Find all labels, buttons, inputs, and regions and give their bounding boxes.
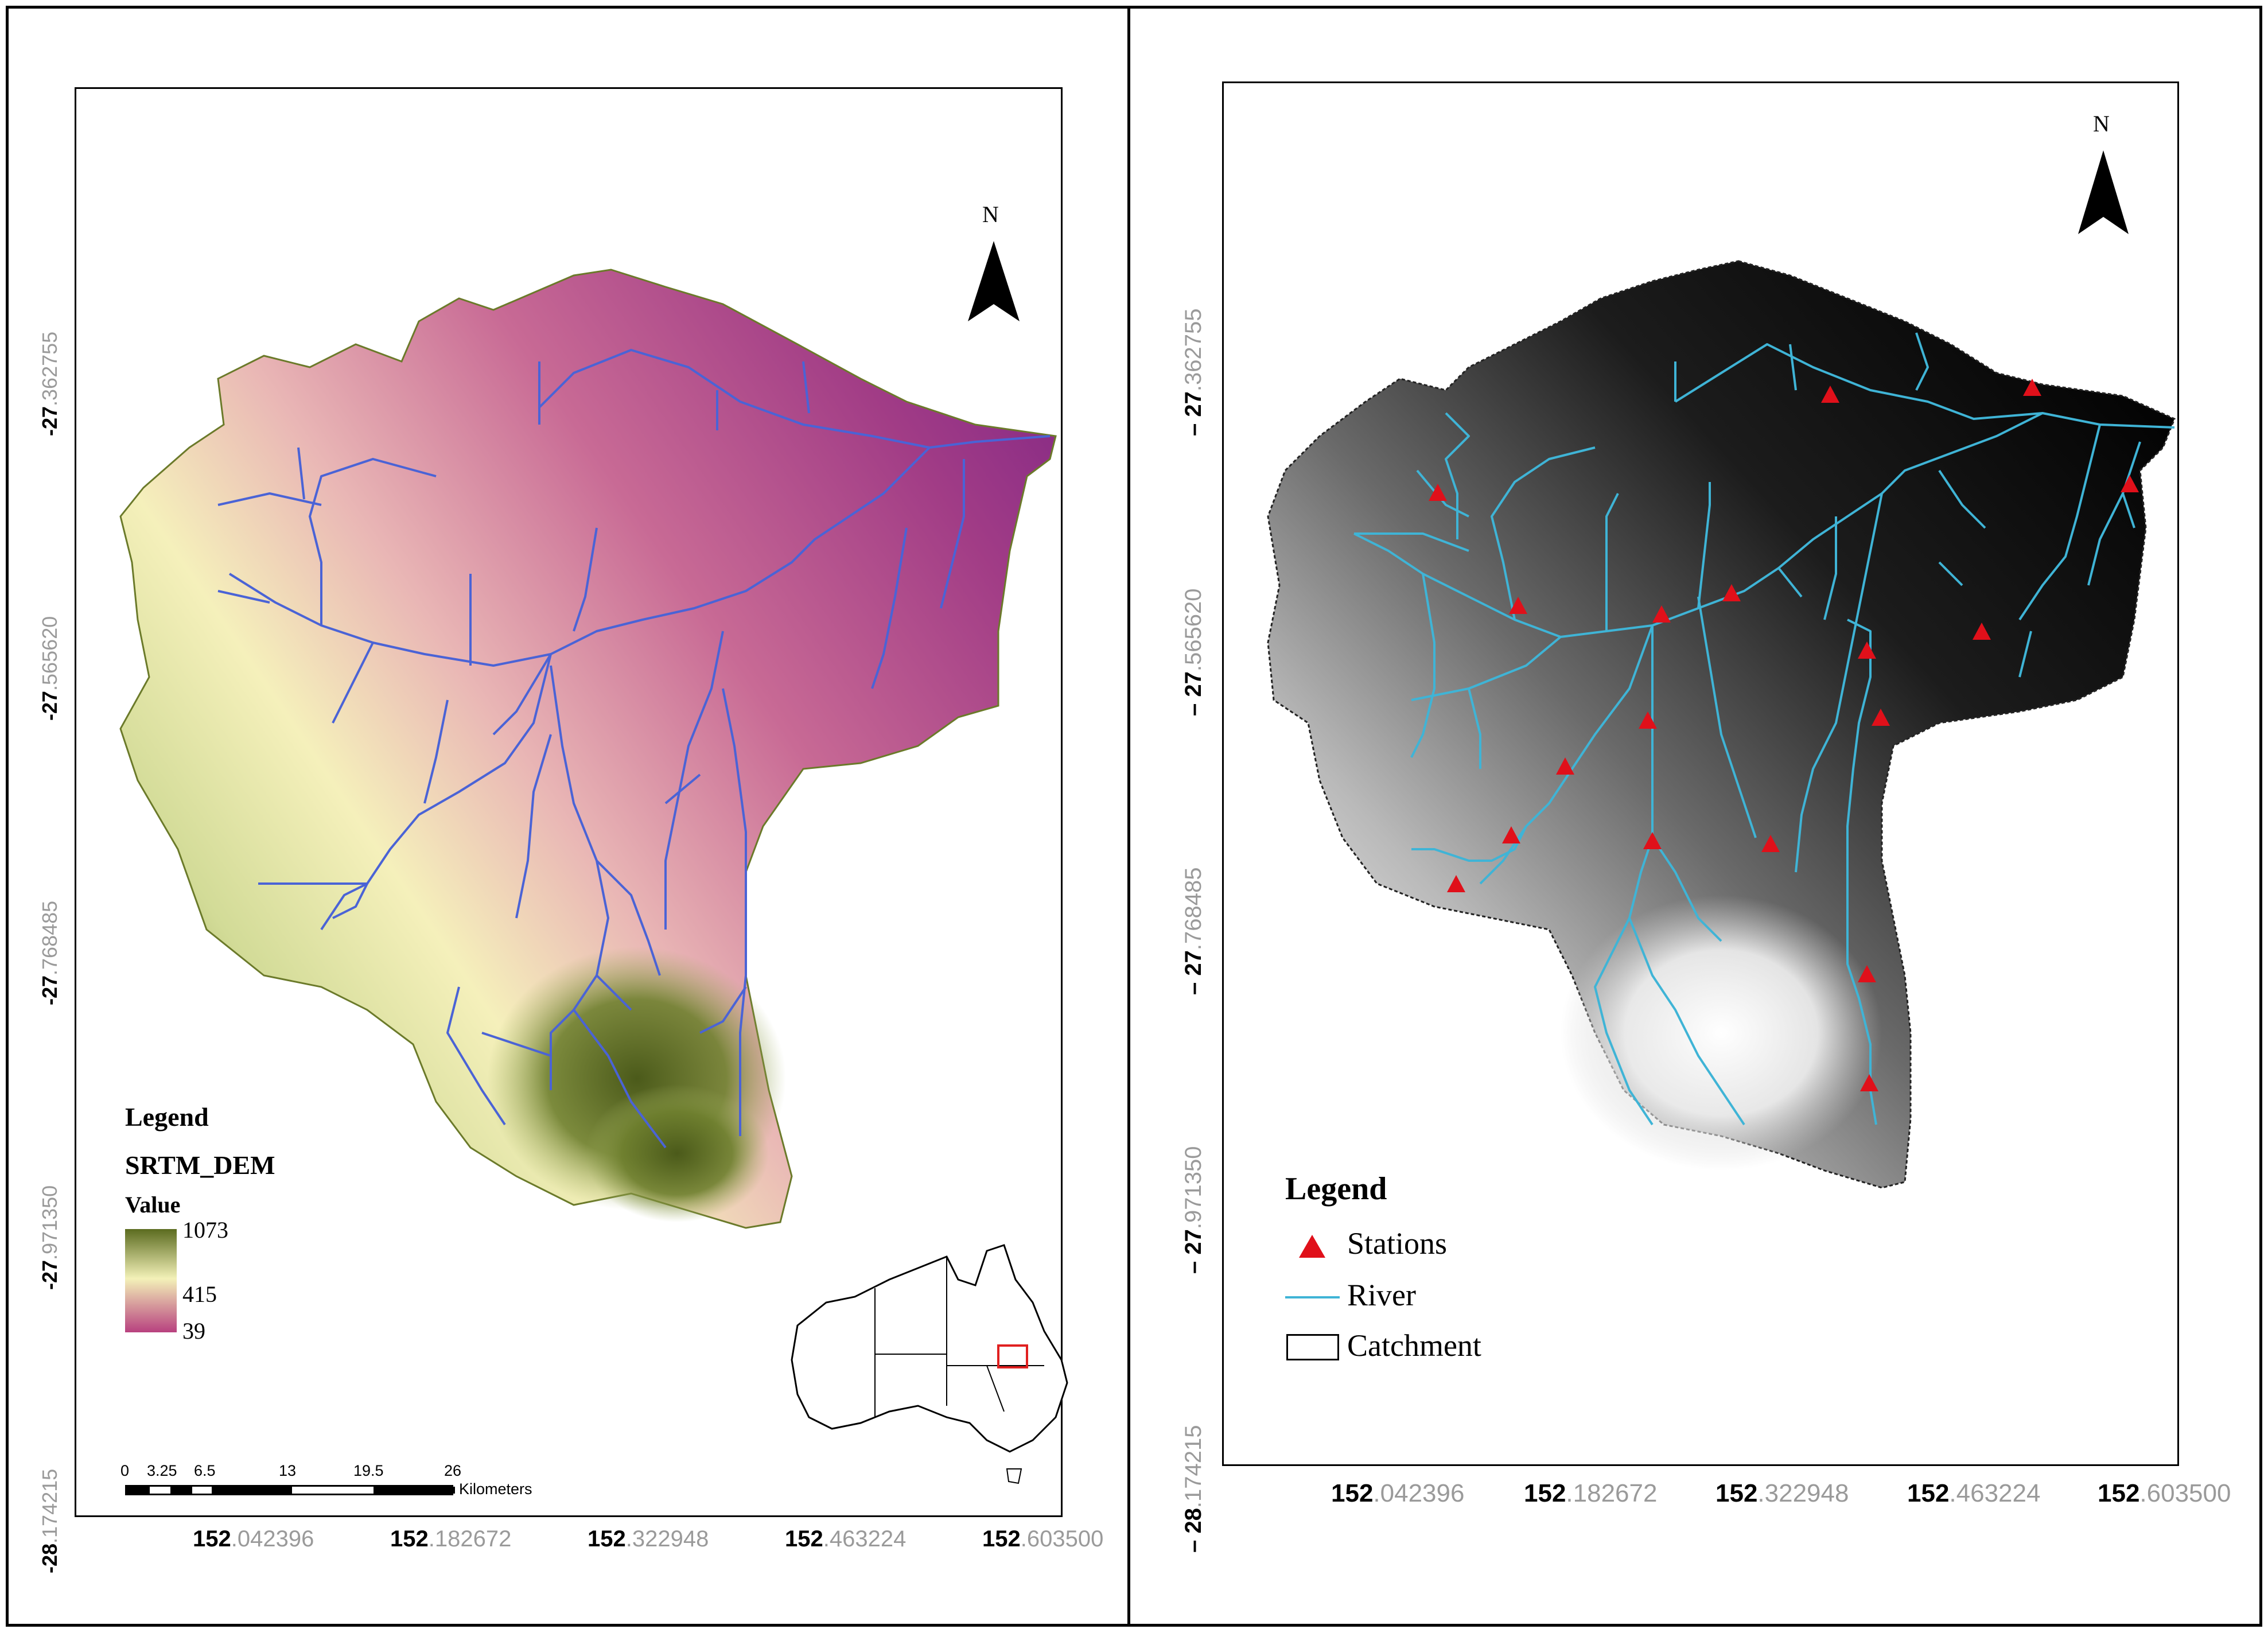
x-coordinate-label: 152.182672	[390, 1526, 512, 1552]
y-coordinate-label: – 27.971350	[1181, 1146, 1206, 1274]
station-marker-icon	[1858, 641, 1876, 659]
x-coordinate-label: 152.603500	[2098, 1479, 2231, 1507]
legend-value-label: Value	[125, 1192, 181, 1218]
x-coordinate-label: 152.603500	[982, 1526, 1104, 1552]
station-marker-icon	[1447, 875, 1465, 892]
legend-color-ramp	[125, 1229, 177, 1332]
legend-title: Legend	[125, 1102, 209, 1132]
x-coordinate-label: 152.322948	[588, 1526, 709, 1552]
y-coordinate-label: – 27.768485	[1181, 867, 1206, 995]
scale-bar	[125, 1485, 455, 1495]
x-coordinate-label: 152.182672	[1524, 1479, 1658, 1507]
station-marker-icon	[1509, 597, 1527, 614]
station-marker-icon	[1761, 835, 1780, 852]
legend-title: Legend	[1285, 1171, 1387, 1207]
river-network	[1353, 332, 2175, 1126]
legend-stations-label: Stations	[1347, 1226, 1448, 1261]
station-marker-icon	[2121, 475, 2139, 492]
station-marker-icon	[2023, 379, 2041, 396]
y-coordinate-label: – 27.362755	[1181, 308, 1206, 436]
x-coordinate-label: 152.042396	[193, 1526, 314, 1552]
scale-tick-label: 6.5	[194, 1462, 216, 1479]
scale-tick-label: 3.25	[147, 1462, 177, 1479]
greyscale-highland	[1561, 895, 1882, 1171]
dem-catchment	[119, 269, 1057, 1229]
x-coordinate-label: 152.463224	[1907, 1479, 2041, 1507]
scale-tick-label: 0	[120, 1462, 130, 1479]
dem-river-network	[217, 349, 1051, 1149]
catchment-legend-icon	[1286, 1334, 1339, 1360]
station-marker-icon	[1858, 965, 1876, 982]
north-arrow-icon	[968, 241, 1020, 321]
australia-inset-map	[791, 1244, 1068, 1484]
y-coordinate-label: – 28.174215	[1181, 1425, 1206, 1553]
station-marker-icon	[1860, 1074, 1878, 1091]
right-panel-border	[1127, 6, 2262, 1627]
scale-tick-label: 19.5	[353, 1462, 384, 1479]
x-coordinate-label: 152.322948	[1715, 1479, 1849, 1507]
north-label: N	[982, 201, 999, 227]
station-marker-icon	[1502, 826, 1520, 843]
station-marker-icon	[1429, 484, 1447, 501]
legend-max-value: 1073	[182, 1217, 228, 1243]
station-marker-icon	[1872, 709, 1890, 726]
legend-layer-name: SRTM_DEM	[125, 1150, 275, 1180]
scale-tick-label: 13	[279, 1462, 297, 1479]
north-arrow-icon	[2078, 150, 2129, 234]
legend-catchment-label: Catchment	[1347, 1328, 1481, 1363]
stations-legend-icon	[1299, 1235, 1325, 1258]
station-marker-icon	[1639, 711, 1657, 729]
legend-min-value: 39	[182, 1318, 205, 1344]
station-marker-icon	[1652, 605, 1671, 623]
station-marker-icon	[1556, 757, 1574, 775]
scale-tick-label: 26	[444, 1462, 462, 1479]
station-marker-icon	[1722, 584, 1741, 601]
x-coordinate-label: 152.042396	[1331, 1479, 1465, 1507]
dem-highland	[585, 1084, 769, 1222]
legend-mid-value: 415	[182, 1281, 217, 1307]
station-markers	[1429, 379, 2139, 1091]
y-coordinate-label: – 27.565620	[1181, 588, 1206, 716]
station-marker-icon	[1821, 386, 1839, 403]
legend-river-label: River	[1347, 1278, 1416, 1312]
x-coordinate-label: 152.463224	[785, 1526, 907, 1552]
river-legend-icon	[1285, 1296, 1340, 1298]
north-label: N	[2093, 111, 2110, 137]
scale-unit: Kilometers	[459, 1480, 532, 1498]
station-marker-icon	[1973, 623, 1991, 640]
station-marker-icon	[1643, 832, 1662, 849]
